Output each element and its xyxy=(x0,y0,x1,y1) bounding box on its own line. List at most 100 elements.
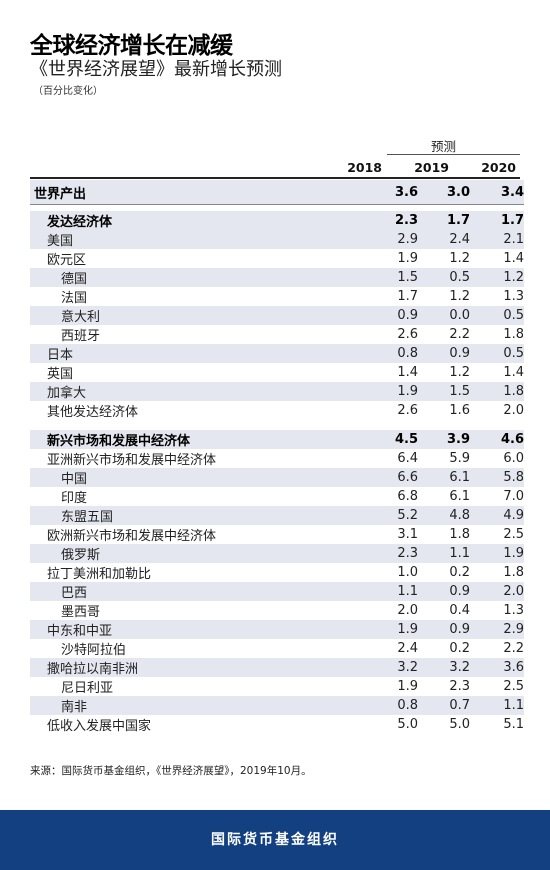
value-2019: 1.6 xyxy=(449,403,470,418)
row-label: 东盟五国 xyxy=(30,506,366,525)
value-2018: 4.5 xyxy=(366,430,418,449)
row-label: 英国 xyxy=(47,367,74,382)
value-2020: 0.5 xyxy=(470,344,524,363)
table-row: 新兴市场和发展中经济体 4.5 3.9 4.6 xyxy=(30,430,524,449)
value-2018: 1.4 xyxy=(397,365,418,380)
row-label: 沙特阿拉伯 xyxy=(61,643,127,658)
value-2020: 2.9 xyxy=(470,620,524,639)
value-2019: 1.5 xyxy=(418,382,470,401)
table-row: 英国 1.4 1.2 1.4 xyxy=(30,363,524,382)
value-2019: 0.2 xyxy=(449,641,470,656)
table-row: 俄罗斯 2.3 1.1 1.9 xyxy=(30,544,524,563)
value-2018: 2.6 xyxy=(397,327,418,342)
table-row: 尼日利亚 1.9 2.3 2.5 xyxy=(30,677,524,696)
table-body: 世界产出 3.6 3.0 3.4 发达经济体 2.3 1.7 1.7 美国 2.9 2.4 2.1 欧元… xyxy=(30,180,524,734)
value-2020: 1.4 xyxy=(503,251,524,266)
growth-projections-table: 世界产出 3.6 3.0 3.4 发达经济体 2.3 1.7 1.7 美国 2.9 2.4 2.1 欧元… xyxy=(30,180,524,734)
value-2019: 1.1 xyxy=(418,544,470,563)
value-2018: 6.4 xyxy=(397,451,418,466)
value-2019: 1.8 xyxy=(449,527,470,542)
value-2018: 1.0 xyxy=(397,565,418,580)
table-row: 中东和中亚 1.9 0.9 2.9 xyxy=(30,620,524,639)
value-2019: 1.2 xyxy=(449,365,470,380)
value-2018: 2.0 xyxy=(397,603,418,618)
row-label: 欧洲新兴市场和发展中经济体 xyxy=(47,529,217,544)
value-2019: 2.4 xyxy=(418,230,470,249)
value-2019: 5.9 xyxy=(449,451,470,466)
value-2018: 1.1 xyxy=(366,582,418,601)
forecast-underline xyxy=(387,154,520,155)
table-row: 沙特阿拉伯 2.4 0.2 2.2 xyxy=(30,639,524,658)
value-2018: 1.9 xyxy=(397,679,418,694)
row-label: 巴西 xyxy=(30,582,366,601)
row-label: 南非 xyxy=(30,696,366,715)
value-2019: 0.5 xyxy=(418,268,470,287)
value-2020: 2.1 xyxy=(470,230,524,249)
value-2018: 2.9 xyxy=(366,230,418,249)
row-label: 西班牙 xyxy=(61,329,101,344)
table-row: 撒哈拉以南非洲 3.2 3.2 3.6 xyxy=(30,658,524,677)
value-2020: 1.8 xyxy=(503,565,524,580)
value-2020: 1.3 xyxy=(503,603,524,618)
value-2019: 0.7 xyxy=(418,696,470,715)
value-2018: 3.6 xyxy=(366,180,418,205)
value-2020: 5.1 xyxy=(503,717,524,732)
row-label: 其他发达经济体 xyxy=(47,405,139,420)
row-label: 发达经济体 xyxy=(30,211,366,230)
value-2020: 3.6 xyxy=(470,658,524,677)
spacer-row xyxy=(30,420,524,430)
value-2019: 0.9 xyxy=(418,344,470,363)
value-2020: 1.8 xyxy=(503,327,524,342)
column-header-2019: 2019 xyxy=(414,160,449,175)
value-2020: 3.4 xyxy=(470,180,524,205)
table-row: 加拿大 1.9 1.5 1.8 xyxy=(30,382,524,401)
row-label: 欧元区 xyxy=(47,253,87,268)
table-row: 中国 6.6 6.1 5.8 xyxy=(30,468,524,487)
value-2019: 3.0 xyxy=(418,180,470,205)
row-label: 尼日利亚 xyxy=(61,681,114,696)
value-2018: 0.8 xyxy=(366,344,418,363)
value-2020: 2.0 xyxy=(503,403,524,418)
value-2020: 1.3 xyxy=(503,289,524,304)
row-label: 印度 xyxy=(61,491,88,506)
value-2020: 4.6 xyxy=(470,430,524,449)
table-row: 墨西哥 2.0 0.4 1.3 xyxy=(30,601,524,620)
row-label: 德国 xyxy=(30,268,366,287)
source-note: 来源：国际货币基金组织，《世界经济展望》，2019年10月。 xyxy=(30,765,312,777)
value-2018: 2.6 xyxy=(397,403,418,418)
table-row: 南非 0.8 0.7 1.1 xyxy=(30,696,524,715)
value-2018: 3.2 xyxy=(366,658,418,677)
row-label: 拉丁美洲和加勒比 xyxy=(47,567,152,582)
chart-subtitle: 《世界经济展望》最新增长预测 xyxy=(30,59,282,80)
table-row: 世界产出 3.6 3.0 3.4 xyxy=(30,180,524,205)
column-header-2020: 2020 xyxy=(481,160,516,175)
footer-org-name: 国际货币基金组织 xyxy=(211,832,339,848)
value-2019: 5.0 xyxy=(449,717,470,732)
value-2018: 2.4 xyxy=(397,641,418,656)
table-row: 意大利 0.9 0.0 0.5 xyxy=(30,306,524,325)
table-row: 美国 2.9 2.4 2.1 xyxy=(30,230,524,249)
value-2018: 5.2 xyxy=(366,506,418,525)
footer-bar: 国际货币基金组织 xyxy=(0,810,550,870)
value-2020: 1.9 xyxy=(470,544,524,563)
value-2018: 0.8 xyxy=(366,696,418,715)
value-2019: 0.2 xyxy=(449,565,470,580)
row-label: 低收入发展中国家 xyxy=(47,719,152,734)
value-2018: 1.7 xyxy=(397,289,418,304)
row-label: 意大利 xyxy=(30,306,366,325)
table-row: 亚洲新兴市场和发展中经济体 6.4 5.9 6.0 xyxy=(30,449,524,468)
chart-title: 全球经济增长在减缓 xyxy=(30,33,233,59)
units-note: （百分比变化） xyxy=(33,86,103,97)
value-2018: 1.5 xyxy=(366,268,418,287)
value-2019: 1.2 xyxy=(449,289,470,304)
value-2020: 1.7 xyxy=(470,211,524,230)
value-2019: 3.9 xyxy=(418,430,470,449)
row-label: 新兴市场和发展中经济体 xyxy=(30,430,366,449)
table-row: 拉丁美洲和加勒比 1.0 0.2 1.8 xyxy=(30,563,524,582)
row-label: 俄罗斯 xyxy=(30,544,366,563)
value-2018: 5.0 xyxy=(397,717,418,732)
table-row: 西班牙 2.6 2.2 1.8 xyxy=(30,325,524,344)
header-rule xyxy=(30,177,520,179)
value-2019: 2.2 xyxy=(449,327,470,342)
row-label: 法国 xyxy=(61,291,88,306)
